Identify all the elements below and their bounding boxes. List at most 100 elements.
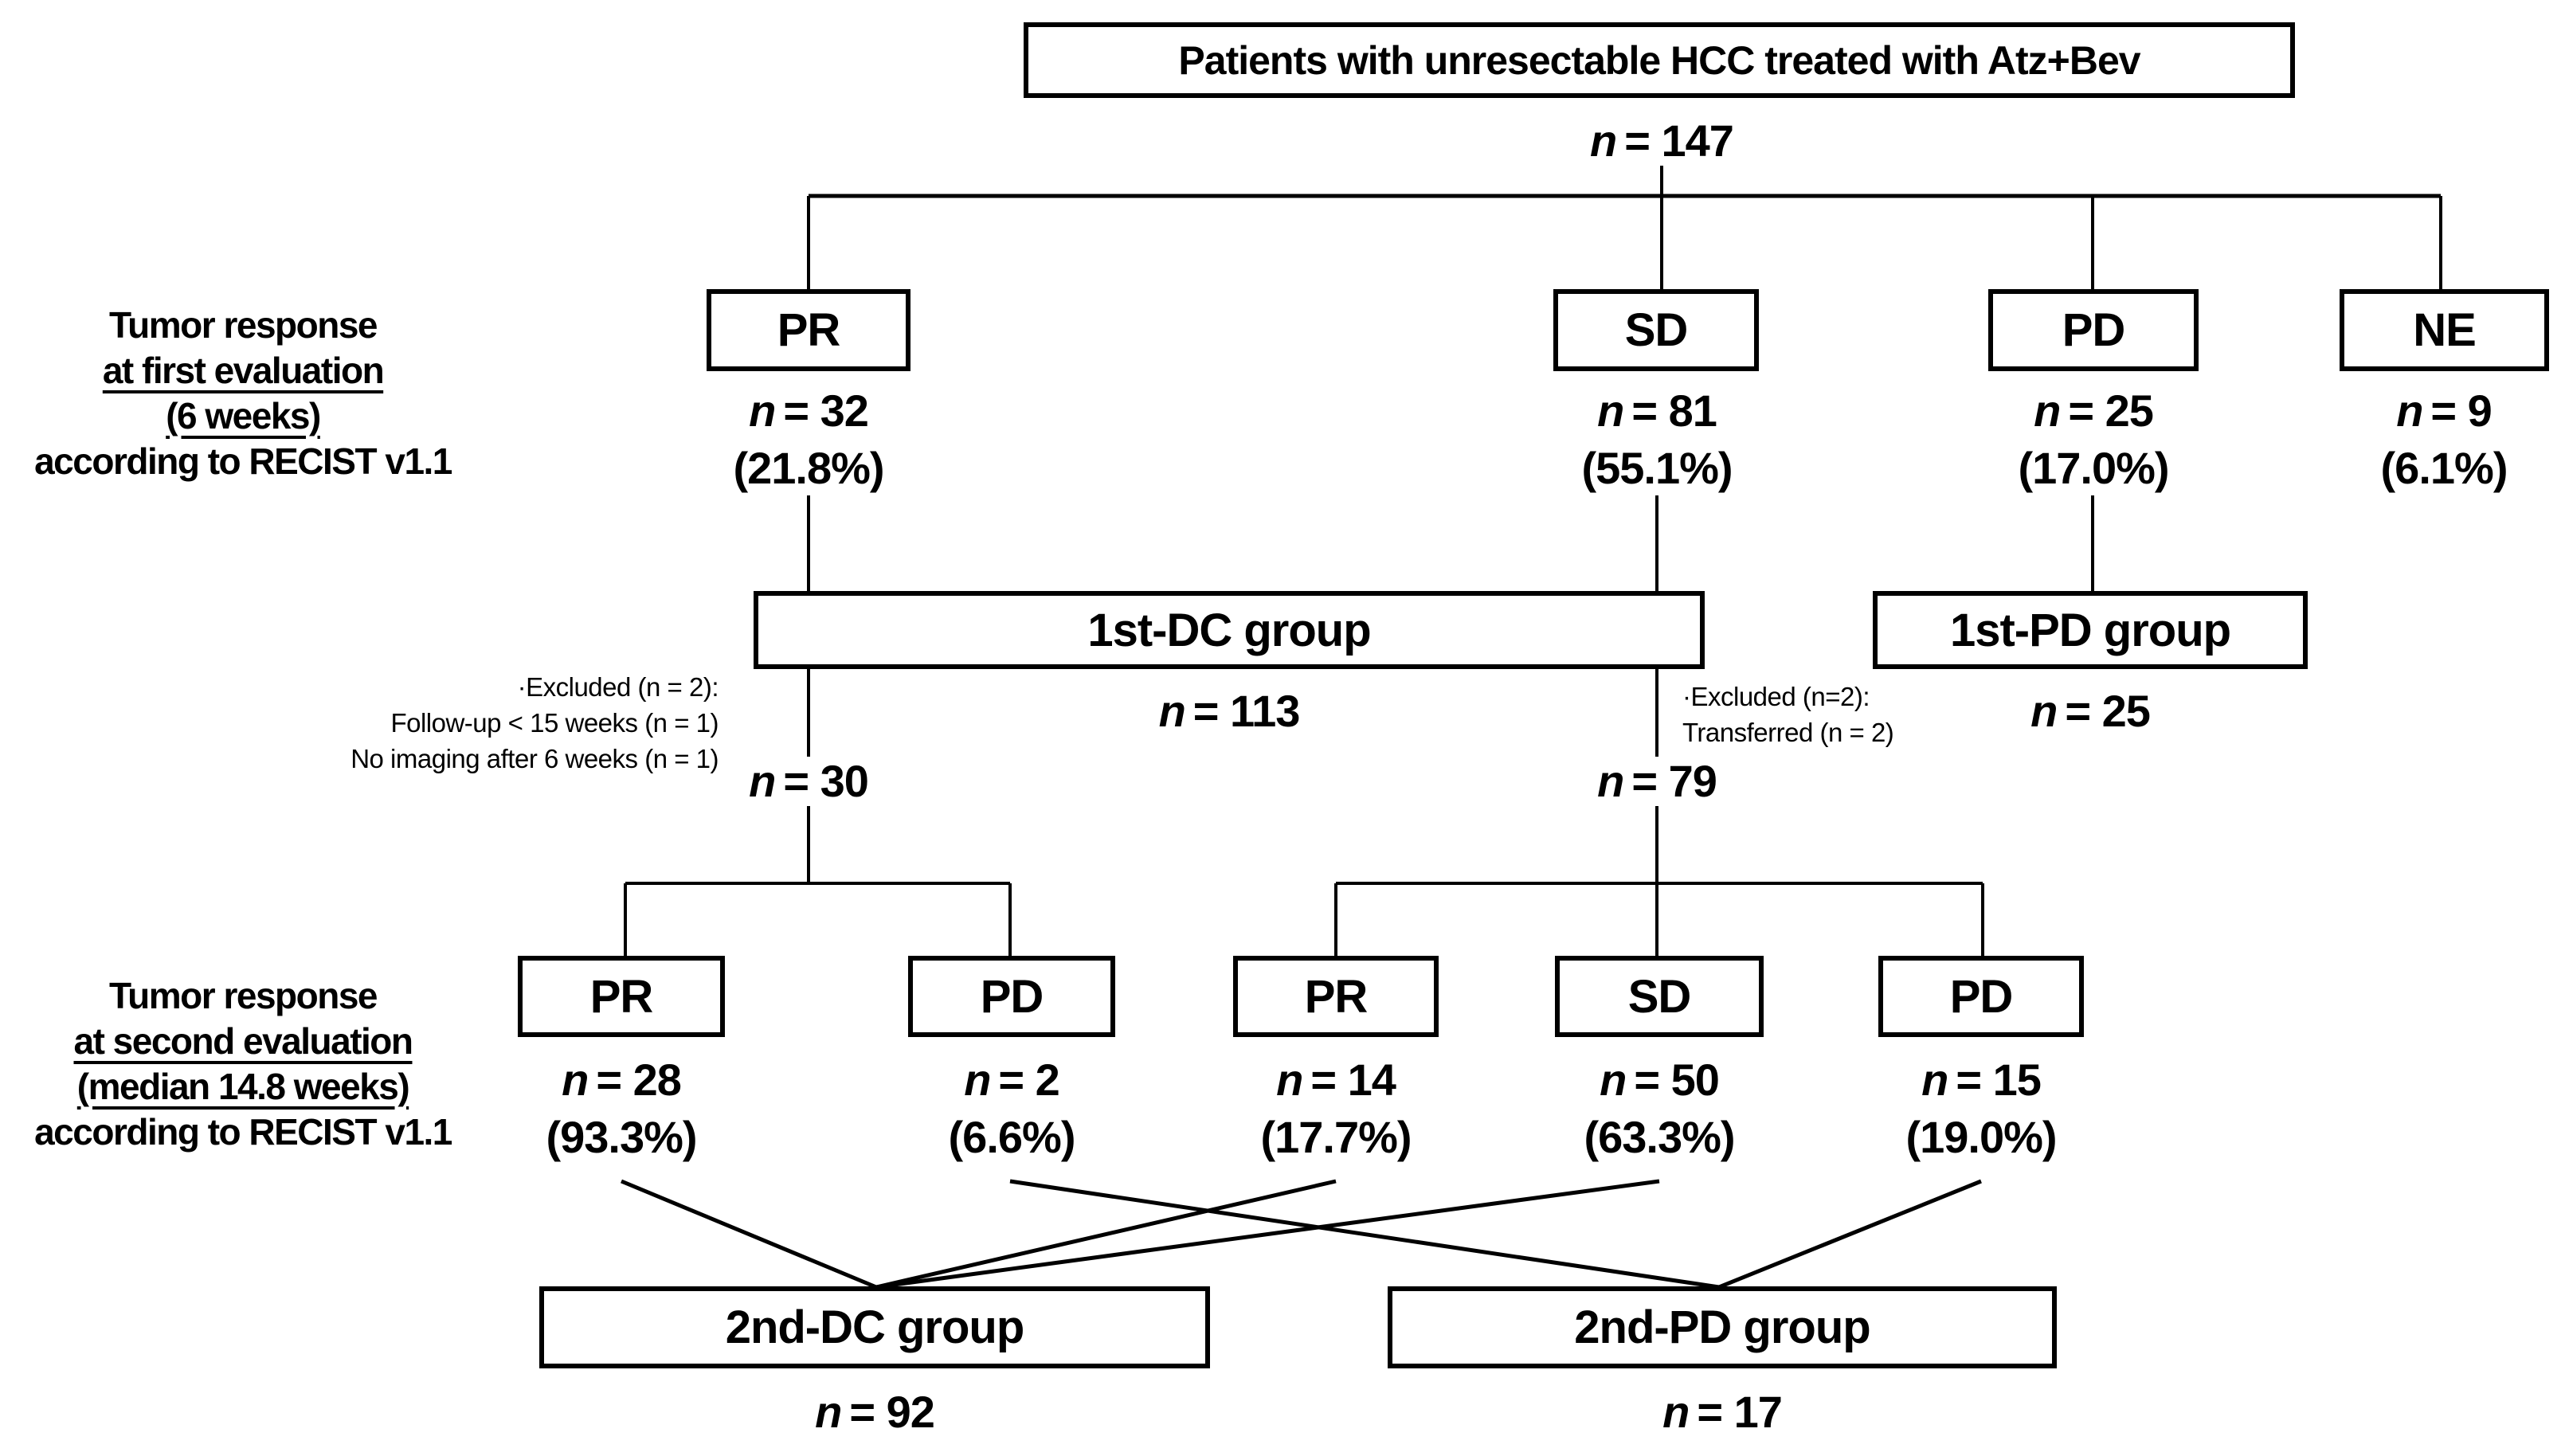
node-first-pd-label: PD [2062, 304, 2126, 356]
stat-n-prefix: n [2396, 386, 2423, 436]
node-second-pr-right-label: PR [1304, 970, 1369, 1023]
stats-second-pd-right: n = 15 (19.0%) [1806, 1056, 2156, 1161]
stat-n-prefix: n [964, 1055, 991, 1105]
stat-percent: (17.0%) [2018, 443, 2169, 493]
exclusion-note-right: ·Excluded (n=2): Transferred (n = 2) [1682, 679, 2128, 750]
group-2nd-dc-n: n = 92 [699, 1388, 1050, 1437]
stat-percent: (63.3%) [1584, 1112, 1735, 1162]
stat-n-prefix: n [1158, 686, 1186, 736]
stat-n-value: = 92 [849, 1387, 935, 1437]
stat-n-value: = 14 [1310, 1055, 1396, 1105]
stage-label-line: (6 weeks) [166, 395, 321, 436]
stats-first-sd: n = 81 (55.1%) [1482, 387, 1832, 492]
stat-n-value: = 2 [998, 1055, 1059, 1105]
stats-first-pr: n = 32 (21.8%) [633, 387, 984, 492]
stage-label-line: Tumor response [109, 304, 378, 346]
stat-n-prefix: n [1597, 386, 1624, 436]
group-box-2nd-pd-label: 2nd-PD group [1574, 1301, 1870, 1353]
stat-n-prefix: n [1276, 1055, 1303, 1105]
stat-n-value: = 15 [1956, 1055, 2042, 1105]
stat-n-value: = 81 [1631, 386, 1717, 436]
stat-percent: (21.8%) [733, 443, 884, 493]
node-first-pd: PD [1988, 289, 2199, 371]
stat-n-value: = 30 [783, 756, 869, 806]
root-box-label: Patients with unresectable HCC treated w… [1178, 37, 2140, 83]
stat-percent: (93.3%) [546, 1112, 697, 1162]
group-box-2nd-pd: 2nd-PD group [1388, 1286, 2057, 1368]
stat-n-prefix: n [1600, 1055, 1627, 1105]
stats-second-pr-left: n = 28 (93.3%) [446, 1056, 797, 1161]
node-second-pd-left-label: PD [980, 970, 1044, 1023]
group-1st-pd-n: n = 25 [1915, 687, 2265, 736]
node-first-sd: SD [1553, 289, 1759, 371]
stat-n-value: = 25 [2065, 686, 2151, 736]
node-second-pd-right-label: PD [1949, 970, 2014, 1023]
stats-second-pd-left: n = 2 (6.6%) [836, 1056, 1187, 1161]
stat-percent: (6.6%) [948, 1112, 1076, 1162]
connector-pr14-to-dc2 [875, 1179, 1337, 1290]
group-box-1st-pd-label: 1st-PD group [1949, 604, 2231, 656]
stat-n-prefix: n [1921, 1055, 1948, 1105]
node-second-pr-left: PR [518, 956, 725, 1037]
stat-n-value: = 32 [783, 386, 869, 436]
stat-n-prefix: n [562, 1055, 589, 1105]
node-second-pd-right: PD [1878, 956, 2084, 1037]
node-second-sd-label: SD [1627, 970, 1692, 1023]
node-first-pr: PR [707, 289, 910, 371]
node-first-pr-label: PR [777, 304, 841, 356]
group-2nd-pd-n: n = 17 [1547, 1388, 1897, 1437]
connector-pd15-to-pdgrp2 [1718, 1179, 1982, 1290]
group-box-2nd-dc: 2nd-DC group [539, 1286, 1210, 1368]
connector-pr28-to-dc2 [621, 1179, 877, 1290]
stats-second-pr-right: n = 14 (17.7%) [1161, 1056, 1511, 1161]
stat-n-value: = 50 [1634, 1055, 1720, 1105]
stage-label-line: according to RECIST v1.1 [34, 440, 452, 482]
stage-label-line: (median 14.8 weeks) [76, 1066, 410, 1107]
stat-n-value: = 79 [1631, 756, 1717, 806]
stat-percent: (55.1%) [1581, 443, 1733, 493]
group-1st-dc-n: n = 113 [1054, 687, 1404, 736]
group-box-1st-dc-label: 1st-DC group [1087, 604, 1371, 656]
exclusion-note-line: ·Excluded (n=2): [1682, 682, 1870, 711]
connector-sd50-to-dc2 [875, 1179, 1660, 1290]
connector-pd2-to-pdgrp2 [1009, 1179, 1720, 1290]
node-second-pr-left-label: PR [589, 970, 654, 1023]
stage-label-line: according to RECIST v1.1 [34, 1111, 452, 1153]
root-n-prefix: n [1590, 115, 1617, 166]
node-second-pr-right: PR [1233, 956, 1439, 1037]
stage-label-first-evaluation: Tumor response at first evaluation (6 we… [28, 303, 458, 484]
stat-n-value: = 28 [596, 1055, 682, 1105]
stat-percent: (17.7%) [1260, 1112, 1412, 1162]
stat-percent: (19.0%) [1905, 1112, 2057, 1162]
stat-n-prefix: n [815, 1387, 842, 1437]
stat-n-value: = 9 [2430, 386, 2492, 436]
node-second-sd: SD [1555, 956, 1764, 1037]
stat-n-value: = 113 [1192, 686, 1301, 736]
group-box-1st-dc: 1st-DC group [754, 591, 1705, 669]
exclusion-note-line: ·Excluded (n = 2): [517, 672, 719, 702]
node-second-pd-left: PD [908, 956, 1115, 1037]
stage-label-line: Tumor response [109, 975, 378, 1016]
stats-first-pd: n = 25 (17.0%) [1918, 387, 2269, 492]
stat-n-prefix: n [1597, 756, 1624, 806]
node-first-ne: NE [2340, 289, 2549, 371]
interim-n30: n = 30 [633, 757, 984, 806]
stat-percent: (6.1%) [2380, 443, 2508, 493]
stat-n-prefix: n [749, 756, 776, 806]
stage-label-line: at second evaluation [73, 1020, 413, 1062]
stage-label-second-evaluation: Tumor response at second evaluation (med… [28, 973, 458, 1155]
exclusion-note-left: ·Excluded (n = 2): Follow-up < 15 weeks … [247, 669, 719, 777]
node-first-sd-label: SD [1624, 304, 1689, 356]
root-n-value: = 147 [1624, 115, 1734, 166]
stat-n-prefix: n [2030, 686, 2058, 736]
stat-n-value: = 25 [2068, 386, 2154, 436]
stat-n-prefix: n [749, 386, 776, 436]
node-first-ne-label: NE [2413, 304, 2477, 356]
stat-n-value: = 17 [1697, 1387, 1783, 1437]
stat-n-prefix: n [1662, 1387, 1690, 1437]
stats-first-ne: n = 9 (6.1%) [2269, 387, 2565, 492]
exclusion-note-line: Follow-up < 15 weeks (n = 1) [390, 708, 719, 738]
exclusion-note-line: Transferred (n = 2) [1682, 718, 1894, 747]
